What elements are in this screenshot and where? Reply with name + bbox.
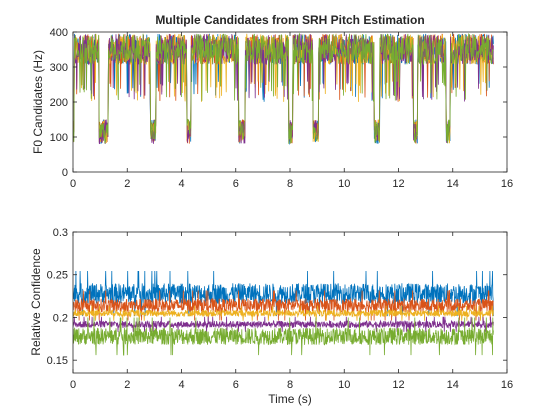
confidence-series-1 <box>73 270 494 317</box>
bottom-x-tick-label: 6 <box>233 379 239 391</box>
bottom-plot-area <box>73 270 494 356</box>
top-chart-title: Multiple Candidates from SRH Pitch Estim… <box>155 13 424 27</box>
bottom-x-tick-label: 8 <box>287 379 293 391</box>
top-x-tick-label: 10 <box>338 178 350 190</box>
top-y-tick-label: 400 <box>50 27 68 39</box>
bottom-axes: 0 2 4 6 8 10 12 14 16 0.15 0.2 0.25 0.3 Relative Con… <box>29 227 513 406</box>
confidence-series-3 <box>73 305 494 321</box>
top-y-tick-label: 300 <box>50 62 68 74</box>
bottom-x-axis-label: Time (s) <box>268 392 312 406</box>
top-plot-area <box>73 32 494 146</box>
top-x-tick-label: 16 <box>501 178 513 190</box>
bottom-series-layer <box>73 270 494 356</box>
bottom-y-tick-label: 0.2 <box>53 312 68 324</box>
top-y-tick-label: 0 <box>62 167 68 179</box>
top-x-tick-label: 0 <box>70 178 76 190</box>
bottom-x-tick-label: 2 <box>124 379 130 391</box>
confidence-series-2 <box>73 290 494 321</box>
confidence-series-5 <box>73 317 494 356</box>
bottom-x-tick-label: 16 <box>501 379 513 391</box>
bottom-x-tick-label: 12 <box>392 379 404 391</box>
bottom-y-tick-label: 0.3 <box>53 227 68 239</box>
bottom-y-tick-label: 0.25 <box>47 270 68 282</box>
bottom-y-tick-label: 0.15 <box>47 355 68 367</box>
bottom-axis-ticks: 0 2 4 6 8 10 12 14 16 0.15 0.2 0.25 0.3 <box>47 227 514 391</box>
top-x-tick-label: 8 <box>287 178 293 190</box>
bottom-x-tick-label: 10 <box>338 379 350 391</box>
top-y-axis-label: F0 Candidates (Hz) <box>31 50 45 154</box>
top-x-tick-label: 6 <box>233 178 239 190</box>
top-y-tick-label: 100 <box>50 132 68 144</box>
top-x-tick-label: 2 <box>124 178 130 190</box>
f0-candidate-series-5 <box>73 32 494 144</box>
top-axes: Multiple Candidates from SRH Pitch Estim… <box>31 13 513 190</box>
top-x-tick-label: 12 <box>392 178 404 190</box>
bottom-x-tick-label: 0 <box>70 379 76 391</box>
bottom-y-axis-label: Relative Confidence <box>29 248 43 356</box>
bottom-x-tick-label: 14 <box>447 379 459 391</box>
f0-candidate-series-4 <box>73 33 494 145</box>
top-series-layer <box>73 32 494 146</box>
top-x-tick-label: 4 <box>178 178 184 190</box>
top-x-tick-label: 14 <box>447 178 459 190</box>
bottom-x-tick-label: 4 <box>178 379 184 391</box>
confidence-series-4 <box>73 316 494 332</box>
top-y-tick-label: 200 <box>50 97 68 109</box>
top-axis-ticks: 0 2 4 6 8 10 12 14 16 0 100 200 300 400 <box>50 27 513 190</box>
